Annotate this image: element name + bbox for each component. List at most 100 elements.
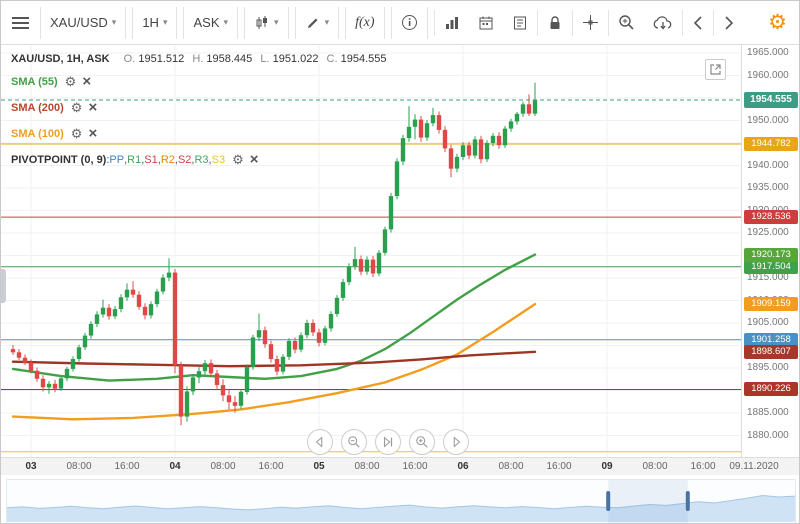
candle <box>484 143 490 160</box>
popout-icon <box>710 64 721 75</box>
indicator-settings-icon[interactable]: ⚙ <box>70 126 83 141</box>
pivot-level-label: R3 <box>194 153 209 166</box>
candle <box>34 370 40 379</box>
candle <box>430 115 436 124</box>
candle <box>394 161 400 197</box>
time-tick-label: 05 <box>313 461 325 472</box>
settings-gear-icon[interactable]: ⚙ <box>768 11 787 34</box>
news-button[interactable] <box>503 7 537 39</box>
pivot-remove-icon[interactable]: × <box>249 151 259 168</box>
candle <box>448 148 454 169</box>
price-tick-label: 1895.000 <box>747 362 789 373</box>
price-line-label: 1928.536 <box>744 210 798 225</box>
chevron-down-icon: ▾ <box>162 17 168 27</box>
pivot-comma: , <box>191 153 195 166</box>
navigator-selection[interactable] <box>608 480 688 523</box>
menu-icon[interactable] <box>1 16 40 29</box>
go-to-end-button[interactable] <box>375 429 401 455</box>
chevron-down-icon: ▾ <box>111 17 117 27</box>
candle <box>88 323 94 336</box>
scroll-right-button[interactable] <box>714 7 744 39</box>
info-button[interactable] <box>390 6 428 39</box>
candle <box>94 314 100 324</box>
candle <box>508 121 514 129</box>
price-axis[interactable]: 1965.0001960.0001955.0001950.0001945.000… <box>741 45 799 457</box>
sma-line <box>11 253 537 382</box>
zoom-in-button[interactable] <box>409 429 435 455</box>
candle <box>310 323 316 333</box>
cloud-download-icon <box>653 15 673 31</box>
indicator-settings-icon[interactable]: ⚙ <box>70 100 83 115</box>
open-value: 1951.512 <box>138 53 185 65</box>
indicators-button[interactable]: f(x) <box>345 6 385 39</box>
candle <box>130 289 136 295</box>
indicator-remove-icon[interactable]: × <box>88 125 98 142</box>
time-axis[interactable]: 03 08:00 16:00 04 08:00 16:00 05 08:00 16:00 06 08… <box>1 457 799 475</box>
navigator-handle-right[interactable] <box>685 491 690 511</box>
symbol-select[interactable]: XAU/USD ▾ <box>40 6 127 39</box>
axis-drag-handle[interactable] <box>1 269 6 303</box>
indicator-remove-icon[interactable]: × <box>88 99 98 116</box>
pivot-level-label: S3 <box>211 153 226 166</box>
candle <box>124 289 130 298</box>
price-line-label: 1909.159 <box>744 297 798 312</box>
indicator-row: SMA (200) ⚙ × <box>11 98 386 117</box>
pivot-comma: , <box>141 153 145 166</box>
ohlc-header: XAU/USD, 1H, ASK O. 1951.512 H. 1958.445… <box>11 53 386 65</box>
crosshair-button[interactable] <box>573 7 608 39</box>
pivot-comma: , <box>124 153 128 166</box>
pan-right-button[interactable] <box>443 429 469 455</box>
time-tick-label: 08:00 <box>354 461 380 472</box>
candle <box>370 259 376 274</box>
lock-button[interactable] <box>538 7 572 39</box>
indicator-settings-icon[interactable]: ⚙ <box>64 74 77 89</box>
candle <box>52 383 58 389</box>
pivot-level-label: S1 <box>144 153 158 166</box>
chevron-down-icon: ▾ <box>324 17 330 27</box>
candle <box>220 385 226 396</box>
time-tick-label: 09 <box>601 461 613 472</box>
navigator[interactable] <box>6 479 796 523</box>
zoom-button[interactable] <box>609 7 644 39</box>
scroll-left-button[interactable] <box>683 7 713 39</box>
candle <box>388 196 394 230</box>
pivot-settings-icon[interactable]: ⚙ <box>232 152 244 167</box>
indicator-label: SMA (55) <box>11 75 58 88</box>
candle <box>496 135 502 146</box>
zoom-out-button[interactable] <box>341 429 367 455</box>
pan-left-button[interactable] <box>307 429 333 455</box>
candle <box>244 367 250 392</box>
popout-button[interactable] <box>705 59 726 80</box>
close-label: C. <box>326 53 338 65</box>
pivot-label: PIVOTPOINT (0, 9) <box>11 153 107 166</box>
candle <box>100 307 106 315</box>
candle <box>190 377 196 392</box>
candle <box>196 371 202 378</box>
candle <box>238 391 244 406</box>
price-tick-label: 1905.000 <box>747 317 789 328</box>
pivot-level-label: R1 <box>127 153 142 166</box>
price-tick-label: 1950.000 <box>747 114 789 126</box>
chevron-left-icon <box>693 15 702 30</box>
save-load-button[interactable] <box>644 7 682 39</box>
calendar-button[interactable] <box>469 7 503 39</box>
indicator-row: SMA (100) ⚙ × <box>11 124 386 143</box>
navigator-handle-left[interactable] <box>606 491 611 511</box>
chart-type-select[interactable]: ▾ <box>244 6 289 39</box>
candle <box>250 337 256 368</box>
price-chart-svg[interactable] <box>1 45 741 457</box>
price-tick-label: 1880.000 <box>747 429 789 441</box>
draw-tools-select[interactable]: ▾ <box>294 6 340 39</box>
time-tick-label: 16:00 <box>258 461 284 472</box>
current-price-label: 1954.555 <box>744 92 798 108</box>
candle <box>214 373 220 386</box>
calendar-icon <box>478 15 494 31</box>
interval-select[interactable]: 1H ▾ <box>132 6 178 39</box>
candle <box>346 266 352 283</box>
candle <box>514 113 520 122</box>
candle <box>178 365 184 417</box>
volume-button[interactable] <box>435 7 469 39</box>
indicator-remove-icon[interactable]: × <box>82 73 92 90</box>
candle <box>28 362 34 371</box>
price-mode-select[interactable]: ASK ▾ <box>183 6 239 39</box>
